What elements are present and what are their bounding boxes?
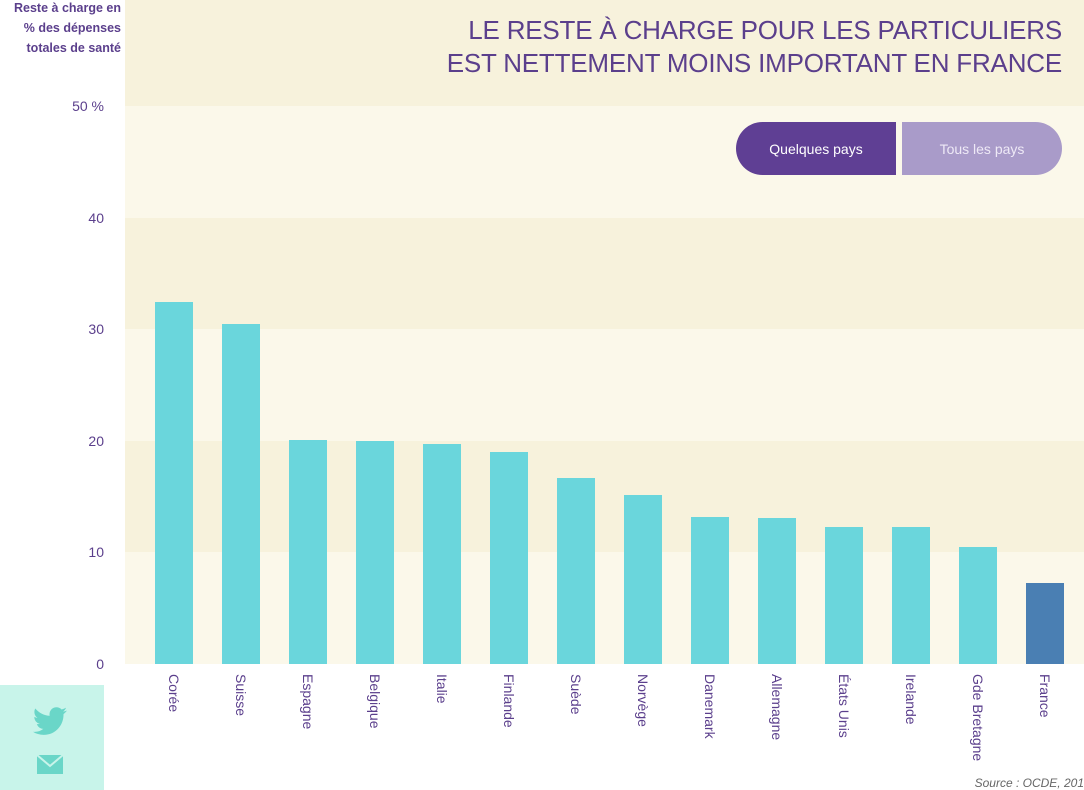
y-axis-label-line: Reste à charge en xyxy=(14,1,121,15)
plot-band xyxy=(125,0,1084,106)
bar-14[interactable] xyxy=(1026,582,1064,664)
x-tick-label: Italie xyxy=(434,674,450,704)
x-tick-label: Irelande xyxy=(903,674,919,725)
y-axis-label: Reste à charge en % des dépenses totales… xyxy=(0,0,121,58)
bar-2[interactable] xyxy=(222,323,260,664)
x-tick-label: Danemark xyxy=(702,674,718,739)
x-tick-label: France xyxy=(1037,674,1053,718)
x-tick-label: Suisse xyxy=(233,674,249,717)
x-tick-label: États Unis xyxy=(836,674,852,738)
y-tick-label: 40 xyxy=(88,209,104,226)
bar-13[interactable] xyxy=(959,546,997,664)
x-tick-label: Finlande xyxy=(501,674,517,728)
x-tick-label: Corée xyxy=(166,674,182,713)
plot-band xyxy=(125,217,1084,330)
some-countries-button[interactable]: Quelques pays xyxy=(736,122,896,175)
plot-background xyxy=(125,0,1084,664)
y-tick-label: 30 xyxy=(88,321,104,338)
chart-title-line: EST NETTEMENT MOINS IMPORTANT EN FRANCE xyxy=(446,48,1063,78)
chart-title-line: LE RESTE À CHARGE POUR LES PARTICULIERS xyxy=(468,15,1062,45)
bar-11[interactable] xyxy=(825,526,863,664)
bar-7[interactable] xyxy=(557,477,595,664)
all-countries-button[interactable]: Tous les pays xyxy=(902,122,1062,175)
x-tick-label: Allemagne xyxy=(769,674,785,741)
x-tick-label: Belgique xyxy=(367,674,383,729)
source-note: Source : OCDE, 201 xyxy=(974,776,1084,790)
plot-band xyxy=(125,440,1084,553)
share-panel xyxy=(0,685,104,790)
y-axis-label-line: totales de santé xyxy=(26,41,121,55)
bar-6[interactable] xyxy=(490,451,528,664)
bar-10[interactable] xyxy=(758,517,796,664)
y-tick-label: 10 xyxy=(88,544,104,561)
y-axis-label-line: % des dépenses xyxy=(23,21,121,35)
bar-8[interactable] xyxy=(624,495,662,664)
mail-icon[interactable] xyxy=(36,754,64,779)
y-tick-label: 50 % xyxy=(72,98,104,114)
x-tick-label: Espagne xyxy=(300,674,316,730)
y-tick-label: 0 xyxy=(96,656,104,672)
twitter-icon[interactable] xyxy=(32,707,68,740)
x-tick-label: Gde Bretagne xyxy=(970,674,986,762)
bar-1[interactable] xyxy=(155,302,193,664)
y-tick-label: 20 xyxy=(88,432,104,449)
bar-12[interactable] xyxy=(892,526,930,664)
bar-5[interactable] xyxy=(423,444,461,664)
bar-9[interactable] xyxy=(691,516,729,664)
x-tick-label: Suède xyxy=(568,674,584,715)
x-tick-label: Norvège xyxy=(635,674,651,727)
chart-title: LE RESTE À CHARGE POUR LES PARTICULIERS … xyxy=(446,14,1063,80)
bar-3[interactable] xyxy=(289,439,327,664)
bar-4[interactable] xyxy=(356,440,394,664)
